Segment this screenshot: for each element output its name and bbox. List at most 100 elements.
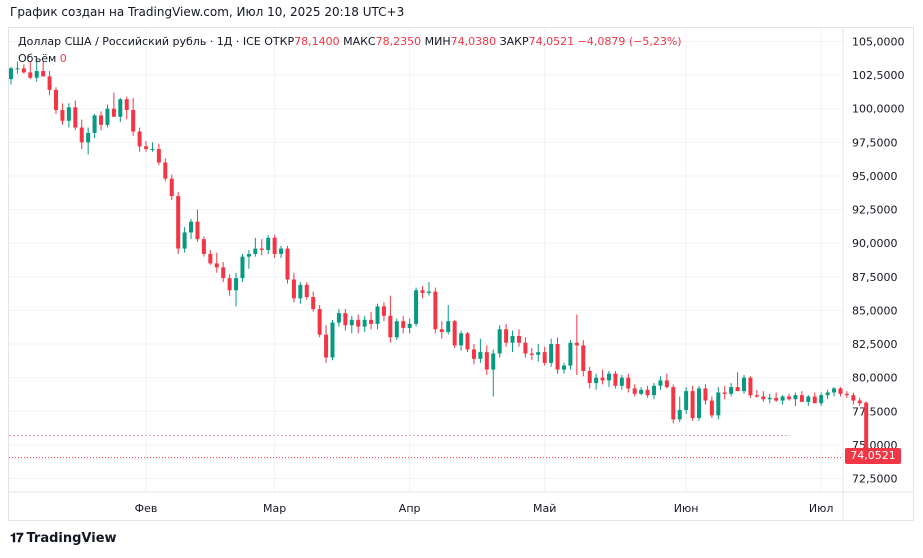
candle-body <box>555 344 560 370</box>
candle-body <box>253 248 258 254</box>
candle-body <box>664 380 669 388</box>
candle-body <box>420 290 425 293</box>
candle-body <box>844 393 849 396</box>
candle-body <box>66 107 71 121</box>
candle-body <box>246 253 251 257</box>
candle-body <box>632 388 637 394</box>
candle-body <box>459 333 464 346</box>
candle-body <box>394 321 399 338</box>
candle-body <box>414 290 419 324</box>
y-tick-label: 100,0000 <box>852 103 905 116</box>
x-tick-label: Июн <box>674 502 699 515</box>
chart-frame <box>8 27 914 521</box>
candle-body <box>491 353 496 370</box>
candle-body <box>86 132 91 143</box>
candle-body <box>697 388 702 419</box>
y-tick-label: 82,5000 <box>852 338 898 351</box>
volume-label[interactable]: Объём <box>18 52 57 65</box>
footer-brand: TradingView <box>26 531 117 546</box>
candle-body <box>356 319 361 327</box>
change-value: −4,0879 (−5,23%) <box>577 35 682 48</box>
ohlc-legend: Доллар США / Российский рубль · 1Д · ICE… <box>18 35 682 48</box>
candle-body <box>182 232 187 249</box>
volume-legend: Объём 0 <box>18 52 67 65</box>
candle-body <box>41 71 46 77</box>
high-value: 78,2350 <box>375 35 422 48</box>
candle-body <box>150 149 155 151</box>
candle-body <box>619 377 624 386</box>
candle-body <box>381 306 386 316</box>
candle-body <box>47 76 52 90</box>
x-tick-label: Апр <box>399 502 421 515</box>
candle-body <box>131 110 136 132</box>
candle-body <box>761 396 766 400</box>
tradingview-footer[interactable]: 𝟏𝟕 TradingView <box>10 531 117 546</box>
candle-body <box>825 392 830 396</box>
candle-body <box>311 296 316 310</box>
candle-body <box>729 387 734 394</box>
candle-body <box>812 396 817 404</box>
y-tick-label: 102,5000 <box>852 69 905 82</box>
candle-body <box>626 377 631 389</box>
candle-body <box>716 392 721 416</box>
candle-body <box>658 380 663 386</box>
candle-body <box>549 344 554 363</box>
candle-body <box>799 395 804 402</box>
candle-body <box>336 313 341 323</box>
candle-body <box>542 352 547 363</box>
y-tick-label: 87,5000 <box>852 271 898 284</box>
candle-body <box>291 279 296 299</box>
candle-body <box>452 321 457 346</box>
open-value: 78,1400 <box>294 35 340 48</box>
candle-body <box>516 335 521 343</box>
candle-body <box>703 388 708 401</box>
candle-body <box>574 342 579 346</box>
candle-body <box>227 278 232 291</box>
candle-body <box>857 400 862 404</box>
candle-body <box>73 107 78 128</box>
candle-body <box>568 342 573 366</box>
candle-body <box>34 71 39 78</box>
candle-body <box>298 284 303 299</box>
symbol-label[interactable]: Доллар США / Российский рубль · 1Д · ICE <box>18 35 261 48</box>
y-tick-label: 77,5000 <box>852 405 898 418</box>
candle-body <box>523 342 528 354</box>
candle-body <box>189 221 194 233</box>
candle-body <box>536 352 541 355</box>
candle-body <box>234 278 239 291</box>
low-value: 74,0380 <box>450 35 497 48</box>
x-tick-label: Май <box>533 502 556 515</box>
candle-body <box>266 237 271 250</box>
close-value: 74,0521 <box>528 35 575 48</box>
y-tick-label: 95,0000 <box>852 170 898 183</box>
candle-body <box>259 248 264 250</box>
candle-body <box>594 377 599 384</box>
candle-body <box>446 321 451 332</box>
y-tick-label: 85,0000 <box>852 304 898 317</box>
volume-value: 0 <box>59 52 67 65</box>
candle-body <box>690 391 695 419</box>
x-tick-label: Мар <box>263 502 286 515</box>
candle-body <box>144 146 149 150</box>
candle-body <box>510 335 515 343</box>
candle-body <box>60 110 65 121</box>
last-price-tag: 74,0521 <box>845 448 901 464</box>
y-tick-label: 80,0000 <box>852 372 898 385</box>
candle-body <box>671 387 676 420</box>
candle-body <box>79 127 84 143</box>
candle-body <box>748 377 753 396</box>
candle-body <box>471 349 476 359</box>
candle-body <box>832 388 837 393</box>
candle-body <box>529 353 534 355</box>
candle-body <box>375 306 380 324</box>
candle-body <box>349 319 354 326</box>
candle-body <box>433 291 438 330</box>
candle-body <box>645 389 650 396</box>
candle-body <box>279 248 284 254</box>
candle-body <box>806 396 811 402</box>
candle-body <box>787 396 792 400</box>
candle-body <box>709 400 714 416</box>
candle-body <box>369 319 374 324</box>
candle-body <box>343 313 348 326</box>
